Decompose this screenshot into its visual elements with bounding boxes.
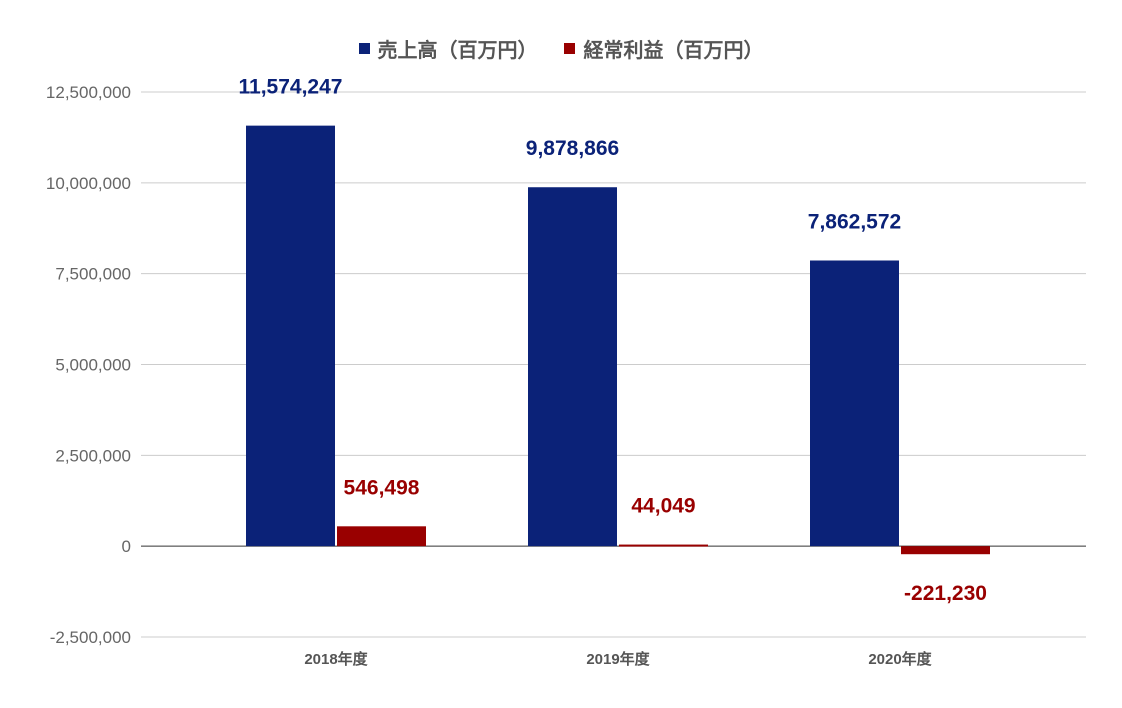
legend-item-sales: 売上高（百万円）	[358, 34, 538, 63]
bar-ordinary-profit	[619, 544, 708, 547]
bar-ordinary-profit	[901, 546, 990, 555]
y-tick-label: 10,000,000	[46, 174, 131, 193]
bar-sales	[810, 260, 899, 547]
y-tick-label: 2,500,000	[55, 446, 131, 465]
data-label-ordinary-profit: 546,498	[344, 476, 420, 499]
data-label-sales: 9,878,866	[526, 137, 619, 160]
x-category-label: 2019年度	[586, 650, 650, 668]
legend-label-sales: 売上高（百万円）	[377, 38, 538, 62]
data-label-ordinary-profit: -221,230	[904, 582, 987, 605]
legend-swatch-sales	[358, 43, 370, 54]
legend-item-ordinary-profit: 経常利益（百万円）	[564, 34, 763, 63]
legend: 売上高（百万円） 経常利益（百万円）	[0, 34, 1122, 63]
legend-swatch-ordinary-profit	[564, 43, 576, 54]
bar-sales	[246, 125, 335, 547]
data-label-ordinary-profit: 44,049	[631, 495, 695, 518]
data-label-sales: 7,862,572	[808, 210, 901, 233]
y-tick-label: 0	[122, 537, 131, 556]
y-tick-label: 12,500,000	[46, 83, 131, 102]
legend-label-ordinary-profit: 経常利益（百万円）	[583, 38, 764, 62]
y-tick-label: -2,500,000	[50, 628, 131, 647]
bar-ordinary-profit	[337, 526, 426, 547]
x-category-label: 2020年度	[868, 650, 932, 668]
data-label-sales: 11,574,247	[239, 76, 343, 99]
y-tick-label: 7,500,000	[55, 265, 131, 284]
y-tick-label: 5,000,000	[55, 356, 131, 375]
bar-sales	[528, 187, 617, 547]
x-category-label: 2018年度	[304, 650, 368, 668]
